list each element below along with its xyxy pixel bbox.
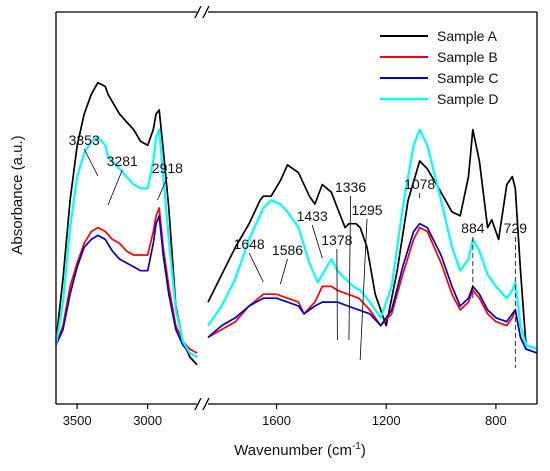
peak-label-1586: 1586 bbox=[272, 242, 303, 258]
plot-area: 3353 3281 2918 1648 1586 1433 1378 1336 1295 1078… bbox=[54, 5, 538, 428]
peak-label-1336: 1336 bbox=[335, 179, 366, 195]
annotation-layer: 3353 3281 2918 1648 1586 1433 1378 1336 1295 1078… bbox=[69, 132, 528, 368]
peak-leader-3353 bbox=[83, 148, 99, 177]
legend-label: Sample B bbox=[437, 49, 498, 65]
peak-leader-2918 bbox=[157, 176, 168, 201]
peak-label-1648: 1648 bbox=[234, 236, 265, 252]
series-line-sample-c bbox=[207, 222, 538, 354]
x-tick-label: 1600 bbox=[262, 413, 291, 428]
legend-label: Sample C bbox=[437, 70, 498, 86]
series-line-sample-b bbox=[207, 226, 538, 354]
series-line-sample-a bbox=[55, 81, 198, 366]
peak-leader-1336 bbox=[348, 195, 351, 341]
peak-label-1295: 1295 bbox=[351, 202, 382, 218]
peak-leader-1433 bbox=[311, 224, 323, 259]
x-tick-label: 3500 bbox=[63, 413, 92, 428]
series-line-sample-d bbox=[54, 128, 198, 358]
peak-label-1078: 1078 bbox=[404, 176, 435, 192]
axis-break-mark-bottom bbox=[194, 397, 202, 411]
y-axis-label: Absorbance (a.u.) bbox=[9, 135, 26, 254]
peak-label-3353: 3353 bbox=[69, 132, 100, 148]
peak-label-884: 884 bbox=[461, 220, 485, 236]
series-layer bbox=[54, 81, 538, 366]
peak-label-729: 729 bbox=[504, 220, 528, 236]
peak-leader-1648 bbox=[248, 252, 264, 283]
x-axis-label-close: ) bbox=[361, 442, 366, 459]
axis-break-mark-top bbox=[202, 5, 210, 19]
x-tick-label: 1200 bbox=[372, 413, 401, 428]
peak-label-1378: 1378 bbox=[321, 232, 352, 248]
peak-label-3281: 3281 bbox=[107, 153, 138, 169]
legend-label: Sample A bbox=[437, 28, 498, 44]
axis-layer: 3500 3000 1600 1200 800 bbox=[55, 5, 538, 428]
series-line-sample-c bbox=[55, 214, 198, 358]
legend-label: Sample D bbox=[437, 91, 498, 107]
peak-leader-1586 bbox=[279, 258, 288, 285]
series-line-sample-d bbox=[207, 128, 538, 351]
x-axis-label: Wavenumber (cm-1) bbox=[234, 441, 366, 459]
x-axis-label-superscript: -1 bbox=[352, 441, 361, 452]
x-axis-label-main: Wavenumber (cm bbox=[234, 442, 352, 459]
peak-leader-1378 bbox=[336, 248, 338, 341]
peak-label-1433: 1433 bbox=[297, 208, 328, 224]
peak-leader-3281 bbox=[107, 169, 123, 206]
axis-break-mark-top bbox=[194, 5, 202, 19]
series-line-sample-b bbox=[55, 207, 198, 354]
legend: Sample A Sample B Sample C Sample D bbox=[380, 28, 498, 107]
x-tick-label: 800 bbox=[485, 413, 507, 428]
peak-leader-1295 bbox=[359, 218, 368, 361]
axis-break-mark-bottom bbox=[202, 397, 210, 411]
x-tick-label: 3000 bbox=[133, 413, 162, 428]
series-line-sample-a bbox=[207, 128, 538, 350]
peak-label-2918: 2918 bbox=[152, 160, 183, 176]
